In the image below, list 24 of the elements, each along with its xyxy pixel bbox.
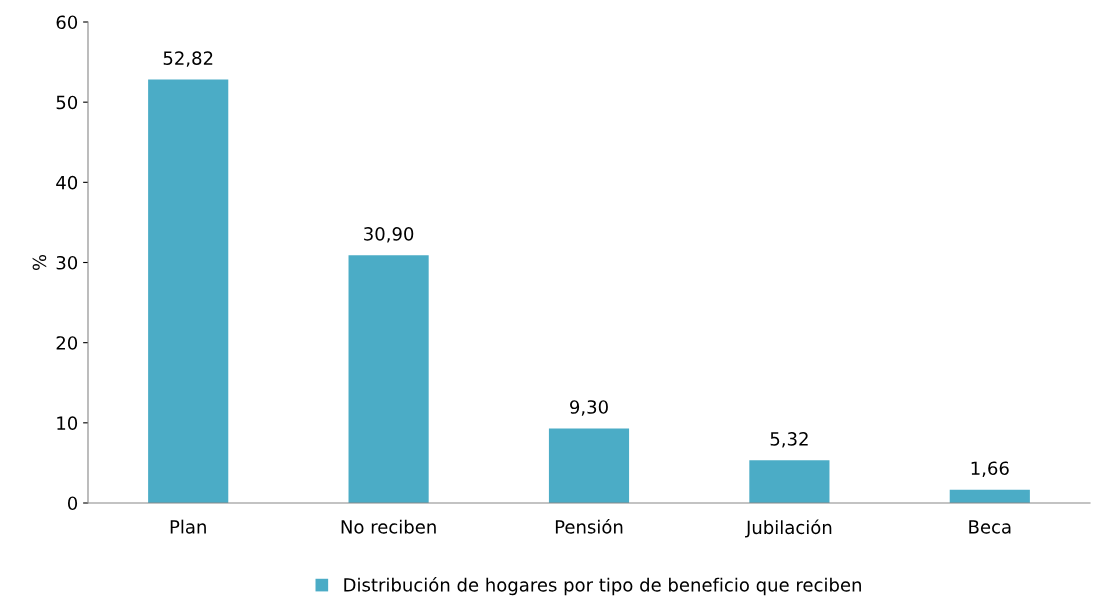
y-tick-label: 60 bbox=[56, 15, 78, 30]
data-label: 30,90 bbox=[364, 227, 414, 243]
y-tick-label: 30 bbox=[56, 255, 78, 270]
data-label: 9,30 bbox=[570, 400, 608, 416]
x-tick-label: No reciben bbox=[341, 519, 436, 534]
data-label: 5,32 bbox=[770, 432, 808, 448]
y-axis-title: % bbox=[32, 254, 47, 271]
bar bbox=[548, 428, 630, 503]
legend-label: Distribución de hogares por tipo de beneficio que reciben bbox=[344, 576, 861, 596]
x-tick-label: Plan bbox=[170, 519, 206, 534]
data-label: 52,82 bbox=[163, 51, 213, 67]
y-tick-label: 0 bbox=[67, 496, 78, 511]
bar bbox=[348, 255, 429, 503]
x-tick-label: Jubilación bbox=[745, 519, 832, 538]
bar bbox=[148, 79, 229, 503]
data-label: 1,66 bbox=[971, 461, 1009, 477]
x-tick-label: Pensión bbox=[555, 518, 623, 534]
x-tick-label: Beca bbox=[969, 520, 1011, 534]
y-tick-label: 40 bbox=[56, 175, 78, 190]
bar bbox=[749, 460, 830, 503]
bar bbox=[949, 489, 1030, 503]
y-tick-label: 10 bbox=[57, 416, 78, 430]
y-tick-label: 20 bbox=[56, 336, 78, 350]
y-tick-label: 50 bbox=[56, 95, 78, 110]
